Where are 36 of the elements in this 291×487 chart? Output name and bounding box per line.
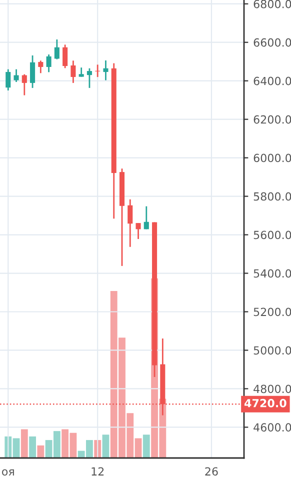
y-tick-label: 6600.0 bbox=[254, 38, 291, 47]
x-tick-label: 26 bbox=[205, 467, 218, 476]
y-tick-label: 6800.0 bbox=[254, 0, 291, 8]
candlestick bbox=[86, 68, 92, 89]
candlestick bbox=[78, 66, 84, 78]
candlestick bbox=[103, 60, 108, 81]
candlestick bbox=[136, 222, 141, 240]
bar bbox=[142, 434, 150, 458]
candlestick bbox=[38, 60, 44, 74]
y-tick-label: 5400.0 bbox=[254, 269, 291, 278]
y-tick-label: 4800.0 bbox=[254, 384, 291, 394]
bar bbox=[37, 445, 44, 458]
y-tick-label: 5000.0 bbox=[254, 346, 291, 355]
y-tick-label: 5600.0 bbox=[254, 230, 291, 240]
bar bbox=[29, 436, 36, 458]
candlestick bbox=[14, 68, 19, 83]
y-tick-label: 5200.0 bbox=[254, 308, 291, 316]
y-tick-label: 6200.0 bbox=[254, 115, 291, 124]
candlestick bbox=[128, 198, 133, 248]
candlestick bbox=[46, 54, 52, 73]
bar bbox=[20, 429, 28, 458]
candlestick bbox=[30, 54, 36, 89]
x-tick-label: 12 bbox=[92, 467, 104, 476]
candlestick bbox=[6, 68, 11, 92]
candlestick bbox=[62, 44, 68, 69]
candlestick bbox=[70, 60, 76, 84]
candlestick bbox=[54, 38, 60, 60]
candlestick bbox=[144, 206, 149, 230]
bar bbox=[102, 434, 110, 458]
y-tick-label: 6400.0 bbox=[254, 76, 291, 86]
y-tick-label: 6000.0 bbox=[254, 154, 291, 162]
y-tick-label: 4600.0 bbox=[254, 423, 291, 432]
ref-line-label: 4720.0 bbox=[244, 398, 286, 408]
x-tick-label: оя bbox=[2, 469, 14, 476]
y-tick-label: 5800.0 bbox=[254, 192, 291, 201]
candlestick bbox=[22, 74, 27, 96]
